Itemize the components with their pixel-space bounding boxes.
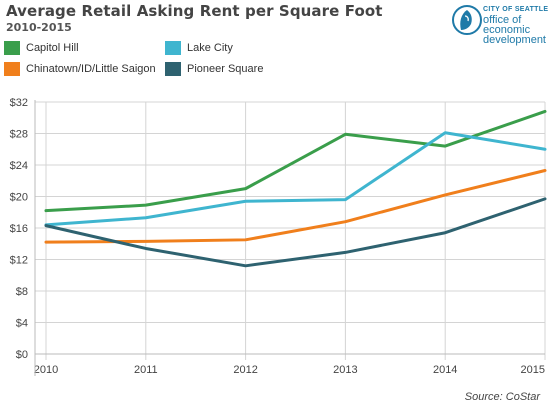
y-tick-label: $4 bbox=[16, 318, 28, 330]
x-tick-label: 2011 bbox=[134, 364, 158, 376]
y-tick-label: $12 bbox=[10, 255, 28, 267]
logo-dept-line-2: economic bbox=[483, 24, 531, 36]
legend-swatch bbox=[4, 41, 20, 55]
x-tick-label: 2013 bbox=[333, 364, 357, 376]
legend-label: Lake City bbox=[187, 42, 233, 54]
source-note: Source: CoStar bbox=[464, 391, 540, 403]
series-line-lake-city bbox=[44, 131, 547, 227]
y-tick-label: $32 bbox=[10, 97, 28, 109]
series-line-capitol-hill bbox=[44, 109, 547, 213]
legend-item-pioneer-square: Pioneer Square bbox=[165, 62, 263, 76]
x-tick-label: 2010 bbox=[34, 364, 58, 376]
y-tick-label: $16 bbox=[10, 223, 28, 235]
legend-item-chinatown: Chinatown/ID/Little Saigon bbox=[4, 62, 156, 76]
y-tick-label: $0 bbox=[16, 349, 28, 361]
series-line-chinatown-id-little-saigon bbox=[44, 169, 547, 244]
x-tick-label: 2012 bbox=[233, 364, 257, 376]
legend-swatch bbox=[165, 62, 181, 76]
series-line-pioneer-square bbox=[44, 197, 547, 268]
seattle-seal-icon bbox=[452, 5, 482, 35]
y-tick-label: $24 bbox=[10, 160, 28, 172]
legend-label: Chinatown/ID/Little Saigon bbox=[26, 63, 156, 75]
logo-text: CITY OF SEATTLE office of economic devel… bbox=[483, 5, 549, 46]
legend-label: Capitol Hill bbox=[26, 42, 79, 54]
y-tick-label: $20 bbox=[10, 192, 28, 204]
logo-city: CITY OF SEATTLE bbox=[483, 6, 549, 13]
logo-dept-line-1: office of bbox=[483, 14, 522, 26]
y-tick-label: $28 bbox=[10, 129, 28, 141]
x-tick-label: 2014 bbox=[433, 364, 457, 376]
legend-label: Pioneer Square bbox=[187, 63, 264, 75]
legend-item-lake-city: Lake City bbox=[165, 41, 233, 55]
chart-subtitle: 2010-2015 bbox=[6, 21, 72, 34]
logo-dept-line-3: development bbox=[483, 34, 546, 46]
legend-swatch bbox=[165, 41, 181, 55]
chart-title: Average Retail Asking Rent per Square Fo… bbox=[6, 2, 383, 20]
legend-item-capitol-hill: Capitol Hill bbox=[4, 41, 79, 55]
x-tick-label: 2015 bbox=[521, 364, 545, 376]
y-tick-label: $8 bbox=[16, 286, 28, 298]
legend-swatch bbox=[4, 62, 20, 76]
